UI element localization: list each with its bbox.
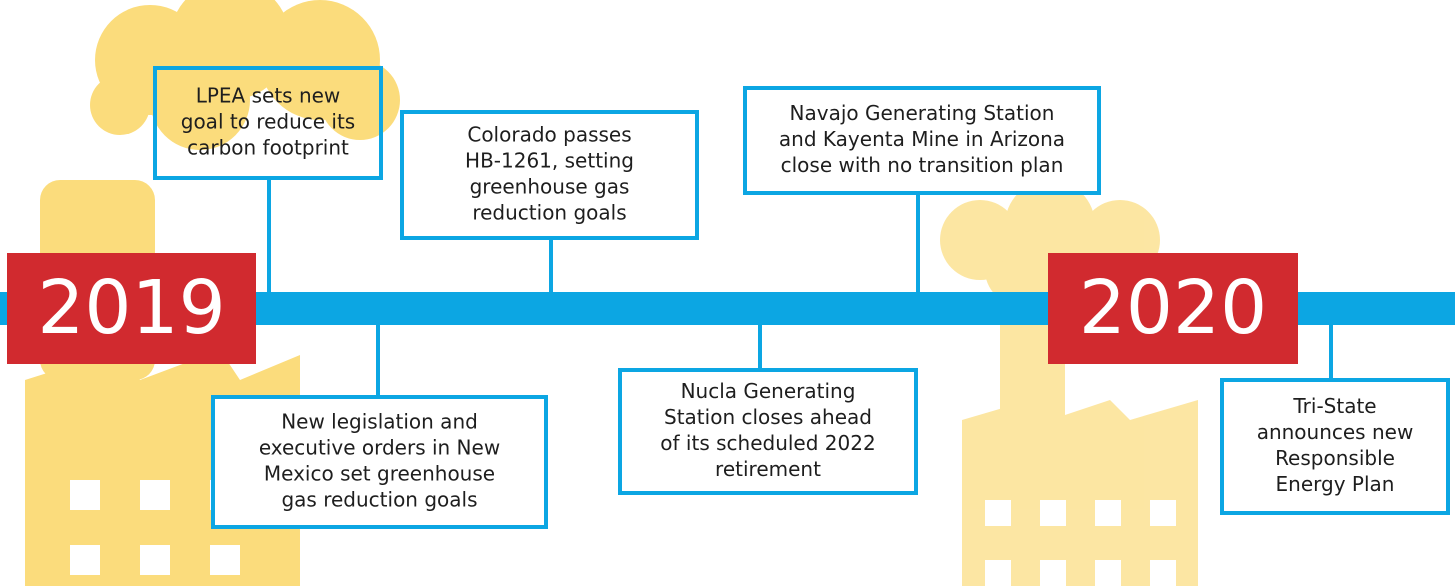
event-text: New legislation and	[281, 410, 478, 434]
event-text: LPEA sets new	[196, 84, 341, 108]
event-text: Nucla Generating	[681, 379, 856, 403]
event-text: Station closes ahead	[664, 405, 872, 429]
event-text: carbon footprint	[187, 136, 349, 160]
event-text: HB-1261, setting	[465, 149, 634, 173]
event-text: Colorado passes	[467, 123, 631, 147]
event-text: retirement	[715, 457, 821, 481]
event-text: reduction goals	[472, 201, 626, 225]
event-text: announces new	[1257, 420, 1414, 444]
event-text: Tri-State	[1292, 394, 1376, 418]
event-text: of its scheduled 2022	[660, 431, 875, 455]
event-text: Mexico set greenhouse	[264, 462, 495, 486]
year-label: 2019	[37, 265, 225, 351]
event-text: gas reduction goals	[281, 488, 477, 512]
event-text: Navajo Generating Station	[790, 101, 1055, 125]
event-text: Energy Plan	[1276, 472, 1395, 496]
event-text: close with no transition plan	[781, 153, 1064, 177]
event-text: and Kayenta Mine in Arizona	[779, 127, 1065, 151]
event-text: Responsible	[1275, 446, 1395, 470]
event-text: goal to reduce its	[181, 110, 355, 134]
timeline: 20192020LPEA sets newgoal to reduce itsc…	[0, 0, 1455, 586]
event-text: greenhouse gas	[470, 175, 630, 199]
event-text: executive orders in New	[259, 436, 500, 460]
year-label: 2020	[1079, 265, 1267, 351]
